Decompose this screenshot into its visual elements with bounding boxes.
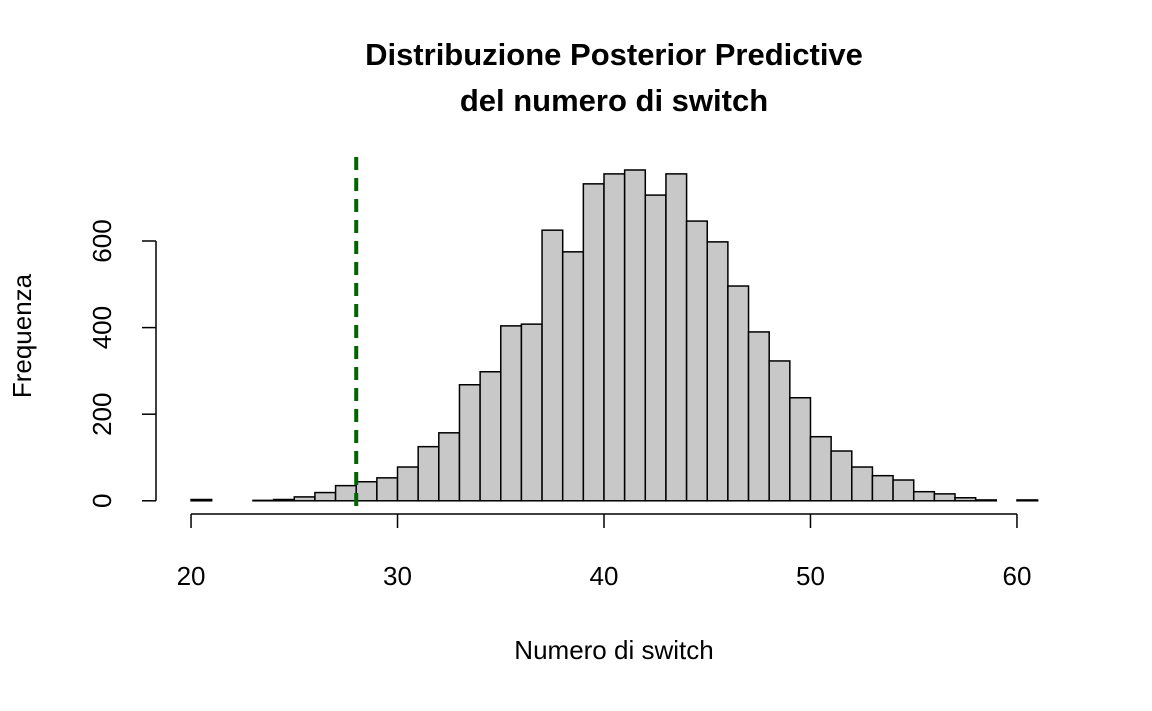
bar [520,323,543,502]
bar [809,435,832,502]
bar [1016,499,1039,502]
bar [582,183,605,502]
y-tick-label: 0 [87,494,117,508]
y-tick-label: 600 [87,219,117,262]
bar [706,241,729,502]
bar [355,480,378,502]
bar [933,493,956,502]
bar [954,497,977,502]
bar [500,325,523,502]
bar [190,498,213,502]
bar [396,466,419,502]
bar [458,384,481,502]
bar [603,173,626,502]
bar [768,360,791,502]
bar [479,371,502,502]
bar [272,498,296,502]
bar [438,432,461,502]
x-tick-label: 50 [796,561,825,591]
y-axis-label: Frequenza [7,273,37,398]
bar [747,331,770,502]
bar [727,285,750,502]
bar [293,496,316,502]
chart-subtitle: del numero di switch [460,83,768,118]
bar [644,194,667,502]
bar [789,396,812,502]
bar [561,251,585,502]
y-tick-label: 400 [87,306,117,349]
x-tick-label: 60 [1003,561,1032,591]
bar [892,479,915,502]
bar [685,220,708,502]
bar [314,491,337,502]
x-tick-label: 20 [177,561,206,591]
bar [541,229,564,502]
bar [334,484,357,502]
bar [974,499,998,502]
y-tick-label: 200 [87,393,117,436]
bar [830,450,853,502]
bar [851,466,874,502]
x-tick-label: 40 [590,561,619,591]
x-tick-label: 30 [383,561,412,591]
bar [417,445,440,502]
bar [912,490,936,502]
x-axis-label: Numero di switch [514,635,713,665]
bar [665,173,688,502]
bar [376,477,399,502]
chart-title: Distribuzione Posterior Predictive [365,37,863,72]
bar [871,474,894,502]
bar [623,169,647,502]
